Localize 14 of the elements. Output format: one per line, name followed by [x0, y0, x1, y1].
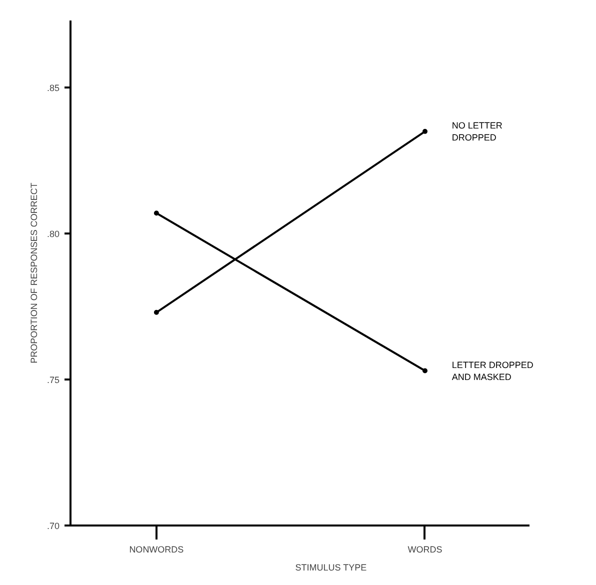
text: LETTER DROPPED AND MASKED: [452, 360, 534, 382]
point: [154, 210, 159, 216]
y-tick-label: .85: [46, 83, 60, 94]
x-axis-title: STIMULUS TYPE: [295, 562, 367, 572]
y-tick-label: .70: [46, 521, 60, 531]
x-tick-label: WORDS: [408, 544, 442, 554]
x-tick-label: NONWORDS: [129, 544, 184, 554]
point: [422, 128, 428, 134]
point: [154, 310, 159, 315]
y-tick-label: .75: [46, 375, 60, 386]
y-axis-title: PROPORTION OF RESPONSES CORRECT: [28, 182, 39, 364]
point: [422, 368, 428, 374]
text: NO LETTER DROPPED: [452, 120, 503, 142]
y-tick-label: .80: [46, 229, 60, 240]
